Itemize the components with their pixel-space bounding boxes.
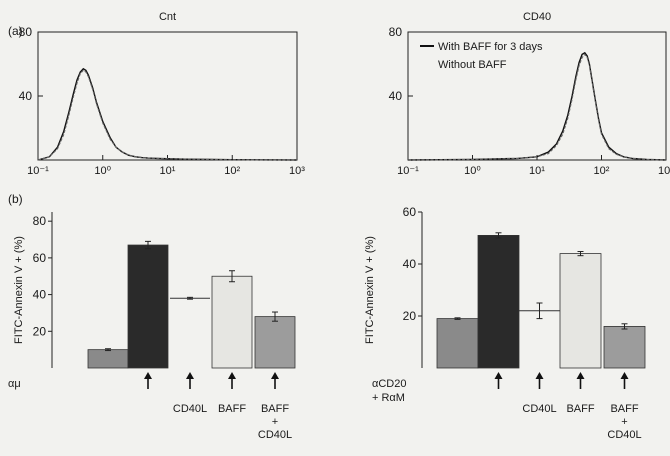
x-tick-label: 10⁰ <box>94 165 111 177</box>
x-tick-label: 10³ <box>289 165 305 177</box>
charts-layer: Cnt 40 80 10⁻¹ 10⁰ 10¹ 10² 10³ CD40 40 80 10⁻¹ 10⁰ 10… <box>8 11 670 441</box>
x-tick-label: 10⁻¹ <box>397 165 419 177</box>
arrow-head <box>576 372 585 379</box>
panel-a-label: (a) <box>8 24 23 38</box>
x-tick-label: 10⁻¹ <box>27 165 49 177</box>
panel-b-label: (b) <box>8 192 23 206</box>
treatment-row-label: αμ <box>8 378 21 390</box>
y-tick-label: 60 <box>33 251 47 265</box>
treatment-row-label: + RαM <box>372 392 405 404</box>
bar-panel-1: 20 40 60 80 FITC-Annexin V + (%) CD40L BAFF BAF… <box>8 212 296 441</box>
legend-entry: With BAFF for 3 days <box>438 41 543 53</box>
arrow-head <box>494 372 503 379</box>
y-tick-label: 40 <box>33 288 47 302</box>
y-tick-label: 80 <box>19 25 33 39</box>
y-tick-label: 40 <box>389 89 403 103</box>
bar <box>603 325 646 369</box>
bar <box>87 349 129 369</box>
bar <box>559 253 602 369</box>
arrow-head <box>228 372 236 379</box>
bar <box>436 318 479 369</box>
bar <box>254 316 296 369</box>
arrow-head <box>144 372 152 379</box>
bar <box>127 244 169 369</box>
histogram-frame <box>37 31 298 161</box>
y-axis-label: FITC-Annexin V + (%) <box>364 236 376 344</box>
treatment-row-label: αCD20 <box>372 378 406 390</box>
category-label: + <box>272 416 278 428</box>
histogram-panel-1: Cnt 40 80 10⁻¹ 10⁰ 10¹ 10² 10³ <box>19 11 306 177</box>
histogram-series-1 <box>407 51 667 161</box>
arrow-head <box>271 372 279 379</box>
category-label: BAFF <box>566 403 594 415</box>
x-tick-label: 10¹ <box>529 165 545 177</box>
category-label: BAFF <box>261 403 289 415</box>
y-tick-label: 80 <box>33 214 47 228</box>
y-tick-label: 20 <box>33 324 47 338</box>
arrow-head <box>535 372 544 379</box>
histogram-title: CD40 <box>523 11 551 23</box>
bar <box>211 275 253 369</box>
y-tick-label: 60 <box>403 205 417 219</box>
x-tick-label: 10³ <box>658 165 670 177</box>
x-tick-label: 10¹ <box>160 165 176 177</box>
category-label: CD40L <box>258 429 292 441</box>
histogram-title: Cnt <box>159 11 176 23</box>
x-tick-label: 10² <box>594 165 610 177</box>
y-tick-label: 40 <box>19 89 33 103</box>
category-label: + <box>621 416 627 428</box>
category-label: CD40L <box>173 403 207 415</box>
category-label: CD40L <box>607 429 641 441</box>
histogram-series-1 <box>37 67 298 161</box>
category-label: BAFF <box>218 403 246 415</box>
histogram-panel-2: CD40 40 80 10⁻¹ 10⁰ 10¹ 10² 10³ With BAFF for 3 … <box>389 11 670 177</box>
x-tick-label: 10² <box>224 165 240 177</box>
arrow-head <box>186 372 194 379</box>
bar <box>477 234 520 369</box>
y-axis-label: FITC-Annexin V + (%) <box>13 236 25 344</box>
histogram-series-2 <box>37 69 298 161</box>
y-tick-label: 80 <box>389 25 403 39</box>
category-label: CD40L <box>522 403 556 415</box>
legend-entry: Without BAFF <box>438 59 507 71</box>
y-tick-label: 40 <box>403 257 417 271</box>
arrow-head <box>620 372 629 379</box>
y-tick-label: 20 <box>403 309 417 323</box>
x-tick-label: 10⁰ <box>464 165 481 177</box>
category-label: BAFF <box>610 403 638 415</box>
histogram-series-2 <box>407 53 667 161</box>
